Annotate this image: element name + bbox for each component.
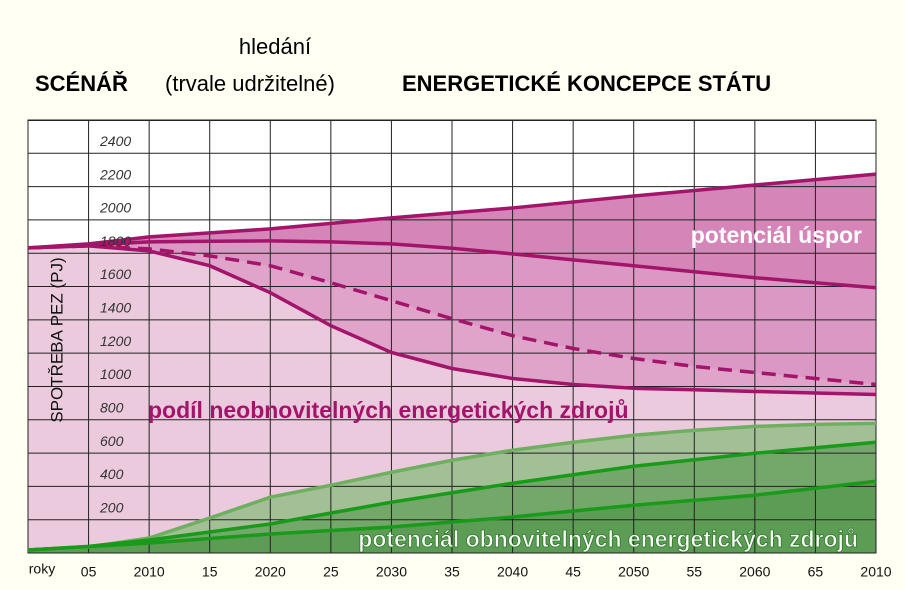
- x-tick-label: 2010: [860, 564, 891, 580]
- x-tick-label: 35: [444, 564, 460, 580]
- y-tick-label: 1400: [100, 300, 131, 316]
- x-axis-label: roky: [29, 561, 55, 577]
- y-tick-label: 2000: [99, 200, 131, 216]
- x-tick-label: 65: [808, 564, 824, 580]
- line: [27, 244, 877, 387]
- annotation: potenciál úspor: [691, 222, 862, 248]
- annotation: potenciál obnovitelných energetických zd…: [358, 526, 858, 552]
- x-tick-label: 55: [686, 564, 702, 580]
- title: (trvale udržitelné): [165, 71, 335, 96]
- x-tick-label: 2040: [497, 564, 528, 580]
- line: [27, 479, 877, 552]
- x-tick-label: 15: [202, 564, 218, 580]
- subtitle: hledání: [239, 34, 311, 59]
- line: [27, 421, 877, 552]
- x-tick-label: 45: [565, 564, 581, 580]
- title: ENERGETICKÉ KONCEPCE STÁTU: [402, 71, 771, 96]
- y-tick-label: 600: [100, 433, 124, 449]
- annotation: podíl neobnovitelných energetických zdro…: [148, 397, 629, 423]
- line: [27, 440, 877, 552]
- y-tick-label: 2200: [99, 166, 131, 182]
- y-axis-label: SPOTŘEBA PEZ (PJ): [47, 257, 66, 422]
- y-tick-label: 1200: [100, 333, 131, 349]
- x-tick-label: 2020: [255, 564, 286, 580]
- x-tick-label: 2060: [739, 564, 770, 580]
- y-tick-label: 1000: [100, 366, 131, 382]
- y-tick-label: 1600: [100, 266, 131, 282]
- y-tick-label: 2400: [99, 133, 131, 149]
- x-tick-label: 2030: [376, 564, 407, 580]
- x-tick-label: 05: [81, 564, 97, 580]
- y-tick-label: 400: [100, 466, 124, 482]
- y-tick-label: 800: [100, 399, 124, 415]
- title: SCÉNÁŘ: [35, 71, 128, 96]
- x-tick-label: 25: [323, 564, 339, 580]
- line: [27, 239, 877, 290]
- y-tick-label: 200: [99, 499, 124, 515]
- x-tick-label: 2050: [618, 564, 649, 580]
- line: [27, 244, 877, 397]
- area: [28, 481, 876, 553]
- x-tick-label: 2010: [134, 564, 165, 580]
- y-tick-label: 1800: [100, 233, 131, 249]
- plot-frame: [27, 119, 877, 554]
- line: [27, 172, 877, 250]
